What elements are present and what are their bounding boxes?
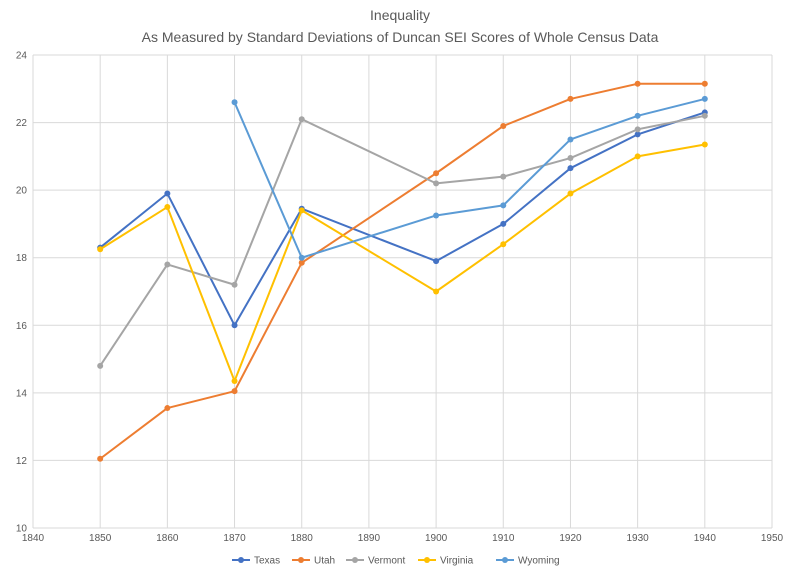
x-tick-label: 1950 xyxy=(761,533,784,544)
data-point-virginia xyxy=(433,288,440,295)
data-point-texas xyxy=(500,220,507,227)
y-tick-label: 16 xyxy=(16,321,28,332)
x-tick-label: 1870 xyxy=(223,533,246,544)
data-point-texas xyxy=(634,131,641,138)
y-tick-label: 10 xyxy=(16,524,28,535)
data-point-vermont xyxy=(97,362,104,369)
legend-label: Wyoming xyxy=(518,556,560,567)
data-point-texas xyxy=(231,322,238,329)
legend: Texas Utah Vermont Virginia Wyoming xyxy=(232,556,560,567)
data-point-wyoming xyxy=(500,202,507,209)
y-tick-label: 14 xyxy=(16,388,28,399)
data-point-vermont xyxy=(567,155,574,162)
data-point-virginia xyxy=(164,204,171,211)
data-point-virginia xyxy=(97,246,104,253)
legend-item-texas: Texas xyxy=(232,556,280,567)
y-tick-label: 20 xyxy=(16,186,28,197)
y-tick-label: 24 xyxy=(16,51,28,62)
series-line-virginia xyxy=(99,143,705,383)
data-point-vermont xyxy=(433,180,440,187)
data-point-utah xyxy=(701,80,708,87)
legend-label: Virginia xyxy=(440,556,474,567)
data-point-virginia xyxy=(500,241,507,248)
data-point-utah xyxy=(500,122,507,129)
x-tick-label: 1880 xyxy=(291,533,314,544)
data-point-utah xyxy=(567,95,574,102)
chart-title: Inequality xyxy=(370,7,430,23)
data-point-texas xyxy=(567,165,574,172)
legend-label: Utah xyxy=(314,556,335,567)
x-tick-label: 1840 xyxy=(22,533,45,544)
grid-lines xyxy=(32,54,773,529)
series-lines xyxy=(97,80,708,462)
legend-item-utah: Utah xyxy=(292,556,335,567)
legend-item-vermont: Vermont xyxy=(346,556,405,567)
legend-marker xyxy=(424,557,430,563)
axes: 1840 1850 1860 1870 1880 1890 1900 1910 1920 1930… xyxy=(16,51,784,545)
data-point-wyoming xyxy=(231,99,238,106)
series-line-texas xyxy=(99,111,706,327)
data-point-wyoming xyxy=(701,95,708,102)
data-point-vermont xyxy=(701,112,708,119)
data-point-vermont xyxy=(231,281,238,288)
data-point-wyoming xyxy=(634,112,641,119)
series-virginia xyxy=(97,141,708,385)
data-point-utah xyxy=(231,388,238,395)
x-tick-label: 1920 xyxy=(559,533,582,544)
x-tick-label: 1860 xyxy=(156,533,179,544)
legend-marker xyxy=(238,557,244,563)
data-point-texas xyxy=(164,190,171,197)
data-point-wyoming xyxy=(298,254,305,261)
data-point-virginia xyxy=(567,190,574,197)
x-tick-label: 1900 xyxy=(425,533,448,544)
series-wyoming xyxy=(231,95,708,261)
data-point-texas xyxy=(433,258,440,265)
data-point-utah xyxy=(164,405,171,412)
legend-marker xyxy=(352,557,358,563)
series-vermont xyxy=(97,112,708,369)
legend-marker xyxy=(502,557,508,563)
y-tick-label: 12 xyxy=(16,456,28,467)
data-point-utah xyxy=(634,80,641,87)
data-point-wyoming xyxy=(433,212,440,219)
x-tick-label: 1890 xyxy=(358,533,381,544)
series-utah xyxy=(97,80,708,462)
data-point-vermont xyxy=(634,126,641,133)
legend-marker xyxy=(298,557,304,563)
legend-label: Texas xyxy=(254,556,280,567)
x-tick-label: 1910 xyxy=(492,533,515,544)
data-point-virginia xyxy=(298,207,305,214)
chart-subtitle: As Measured by Standard Deviations of Du… xyxy=(142,29,659,45)
series-texas xyxy=(97,109,708,329)
data-point-vermont xyxy=(298,116,305,123)
y-tick-label: 18 xyxy=(16,253,28,264)
data-point-utah xyxy=(433,170,440,177)
x-tick-label: 1850 xyxy=(89,533,112,544)
y-tick-label: 22 xyxy=(16,118,28,129)
data-point-virginia xyxy=(634,153,641,160)
legend-item-virginia: Virginia xyxy=(418,556,474,567)
x-tick-label: 1940 xyxy=(694,533,717,544)
data-point-vermont xyxy=(164,261,171,268)
legend-label: Vermont xyxy=(368,556,405,567)
x-tick-label: 1930 xyxy=(627,533,650,544)
data-point-virginia xyxy=(231,378,238,385)
data-point-virginia xyxy=(701,141,708,148)
data-point-vermont xyxy=(500,173,507,180)
data-point-utah xyxy=(97,455,104,462)
data-point-wyoming xyxy=(567,136,574,143)
data-point-utah xyxy=(298,259,305,266)
legend-item-wyoming: Wyoming xyxy=(496,556,560,567)
